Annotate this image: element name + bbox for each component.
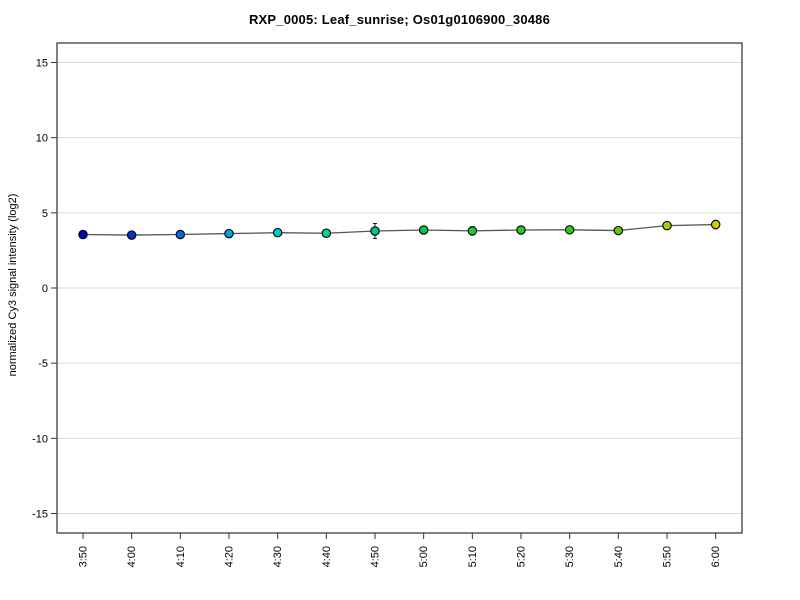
data-point xyxy=(613,225,624,236)
data-point xyxy=(321,228,332,239)
x-tick-label: 5:50 xyxy=(662,546,674,567)
x-tick-label: 4:40 xyxy=(321,546,333,567)
x-tick-label: 4:50 xyxy=(370,546,382,567)
data-point xyxy=(662,220,672,231)
data-point xyxy=(370,226,380,236)
y-axis-label: normalized Cy3 signal intensity (log2) xyxy=(7,194,19,377)
x-tick-label: 5:10 xyxy=(467,546,479,567)
x-tick-label: 5:00 xyxy=(418,546,430,567)
y-tick-label: -15 xyxy=(32,508,48,520)
data-point xyxy=(224,228,234,239)
data-point xyxy=(564,225,575,235)
data-point xyxy=(467,226,478,236)
data-point xyxy=(418,225,429,235)
x-tick-label: 3:50 xyxy=(78,546,90,567)
x-tick-label: 4:10 xyxy=(175,546,187,567)
x-tick-label: 5:20 xyxy=(516,546,528,567)
data-point xyxy=(126,230,137,240)
y-tick-label: 15 xyxy=(36,58,48,70)
x-tick-label: 6:00 xyxy=(710,546,722,567)
data-point xyxy=(710,219,721,230)
x-tick-label: 5:40 xyxy=(613,546,625,567)
y-tick-label: -10 xyxy=(32,433,48,445)
data-point xyxy=(272,227,283,238)
chart-title: RXP_0005: Leaf_sunrise; Os01g0106900_304… xyxy=(248,12,551,27)
x-tick-label: 4:20 xyxy=(224,546,236,567)
data-point xyxy=(175,229,186,240)
x-tick-label: 4:30 xyxy=(272,546,284,567)
series-line xyxy=(82,223,716,236)
y-tick-label: 5 xyxy=(42,208,48,220)
data-point xyxy=(516,225,526,235)
y-tick-label: 0 xyxy=(42,283,48,295)
plot-area: 15 10 5 0 -5 -10 -15 3:50 4:00 4:10 4:20 4:30 4:40 4:… xyxy=(32,42,743,567)
x-tick-label: 4:00 xyxy=(126,546,138,567)
y-tick-label: 10 xyxy=(36,133,48,145)
y-tick-label: -5 xyxy=(38,358,48,370)
x-tick-label: 5:30 xyxy=(564,546,576,567)
data-point xyxy=(78,229,88,240)
